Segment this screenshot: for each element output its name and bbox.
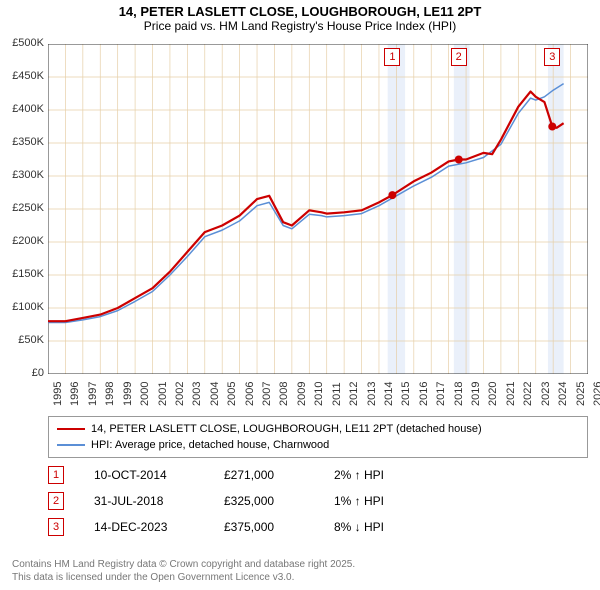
x-tick-label: 2020 [487,382,499,406]
x-tick-label: 1995 [52,382,64,406]
legend-label-subject: 14, PETER LASLETT CLOSE, LOUGHBOROUGH, L… [91,423,482,435]
x-tick-label: 1999 [122,382,134,406]
x-tick-label: 2004 [209,382,221,406]
info-price: £271,000 [224,468,304,482]
x-tick-label: 2018 [453,382,465,406]
x-tick-label: 2024 [557,382,569,406]
info-row: 3 14-DEC-2023 £375,000 8% ↓ HPI [48,514,424,540]
x-tick-label: 1997 [87,382,99,406]
info-date: 31-JUL-2018 [94,494,194,508]
chart-plot-area [48,44,588,374]
y-tick-label: £50K [0,334,44,346]
y-tick-label: £150K [0,268,44,280]
info-marker-2: 2 [48,492,64,510]
sales-info-table: 1 10-OCT-2014 £271,000 2% ↑ HPI 2 31-JUL… [48,462,424,540]
x-tick-label: 2005 [226,382,238,406]
x-tick-label: 1996 [69,382,81,406]
x-tick-label: 2001 [157,382,169,406]
title-line2: Price paid vs. HM Land Registry's House … [0,19,600,33]
x-tick-label: 2015 [400,382,412,406]
y-tick-label: £0 [0,367,44,379]
x-tick-label: 2017 [435,382,447,406]
x-tick-label: 2016 [418,382,430,406]
x-tick-label: 2009 [296,382,308,406]
legend-swatch-hpi [57,444,85,446]
legend-item-hpi: HPI: Average price, detached house, Char… [57,437,579,453]
info-price: £325,000 [224,494,304,508]
info-pct: 2% ↑ HPI [334,468,424,482]
x-tick-label: 2022 [522,382,534,406]
y-tick-label: £350K [0,136,44,148]
info-date: 10-OCT-2014 [94,468,194,482]
x-tick-label: 2019 [470,382,482,406]
info-pct: 1% ↑ HPI [334,494,424,508]
x-tick-label: 2012 [348,382,360,406]
x-tick-label: 2023 [540,382,552,406]
x-tick-label: 2010 [313,382,325,406]
x-tick-label: 2000 [139,382,151,406]
sale-marker-box: 1 [384,48,400,66]
footer: Contains HM Land Registry data © Crown c… [12,559,355,584]
y-tick-label: £400K [0,103,44,115]
y-tick-label: £250K [0,202,44,214]
x-tick-label: 2026 [592,382,600,406]
chart-svg [48,44,588,374]
x-tick-label: 2021 [505,382,517,406]
info-pct: 8% ↓ HPI [334,520,424,534]
chart-titles: 14, PETER LASLETT CLOSE, LOUGHBOROUGH, L… [0,0,600,33]
legend-item-subject: 14, PETER LASLETT CLOSE, LOUGHBOROUGH, L… [57,421,579,437]
info-marker-3: 3 [48,518,64,536]
footer-line2: This data is licensed under the Open Gov… [12,572,355,585]
sale-marker-box: 3 [544,48,560,66]
y-tick-label: £200K [0,235,44,247]
info-row: 1 10-OCT-2014 £271,000 2% ↑ HPI [48,462,424,488]
y-tick-label: £500K [0,37,44,49]
title-line1: 14, PETER LASLETT CLOSE, LOUGHBOROUGH, L… [0,4,600,19]
y-tick-label: £100K [0,301,44,313]
footer-line1: Contains HM Land Registry data © Crown c… [12,559,355,572]
x-tick-label: 2013 [366,382,378,406]
info-marker-1: 1 [48,466,64,484]
x-tick-label: 2011 [331,382,343,406]
legend-swatch-subject [57,428,85,430]
x-tick-label: 2002 [174,382,186,406]
chart-container: 14, PETER LASLETT CLOSE, LOUGHBOROUGH, L… [0,0,600,590]
x-tick-label: 2007 [261,382,273,406]
x-tick-label: 1998 [104,382,116,406]
y-tick-label: £300K [0,169,44,181]
legend-label-hpi: HPI: Average price, detached house, Char… [91,439,329,451]
info-date: 14-DEC-2023 [94,520,194,534]
info-price: £375,000 [224,520,304,534]
info-row: 2 31-JUL-2018 £325,000 1% ↑ HPI [48,488,424,514]
legend: 14, PETER LASLETT CLOSE, LOUGHBOROUGH, L… [48,416,588,458]
x-tick-label: 2006 [244,382,256,406]
x-tick-label: 2014 [383,382,395,406]
x-tick-label: 2025 [575,382,587,406]
x-tick-label: 2003 [191,382,203,406]
x-tick-label: 2008 [278,382,290,406]
y-tick-label: £450K [0,70,44,82]
sale-marker-box: 2 [451,48,467,66]
